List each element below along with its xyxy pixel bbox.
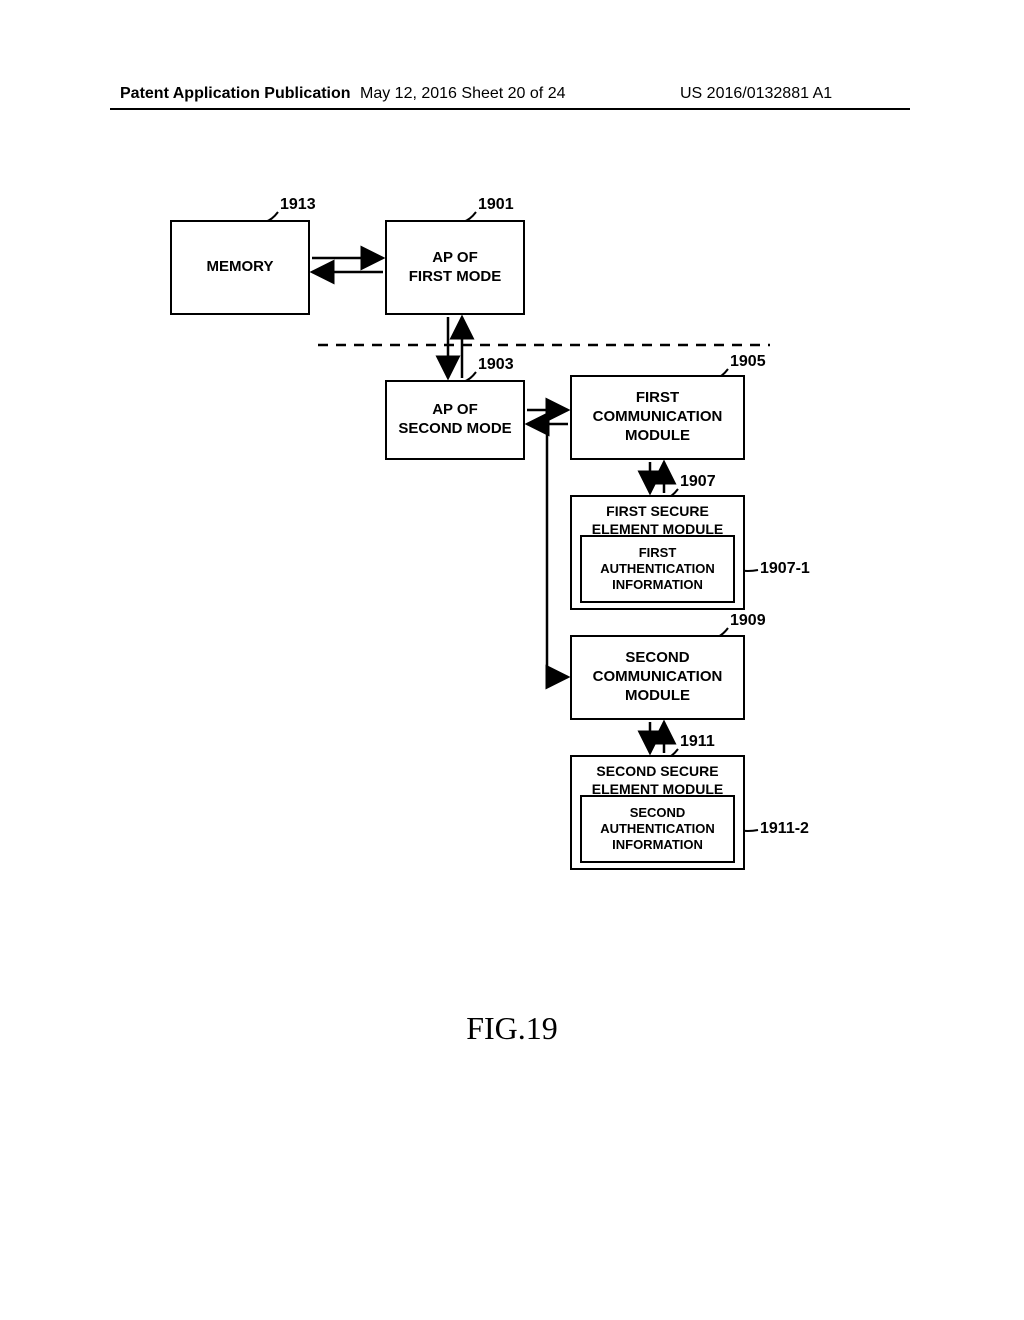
second-secure-ref: 1911	[680, 733, 715, 751]
first-comm-label: FIRST COMMUNICATION MODULE	[593, 389, 723, 445]
first-auth-info-box: FIRST AUTHENTICATION INFORMATION	[580, 535, 735, 603]
second-comm-ref: 1909	[730, 612, 766, 630]
second-secure-label: SECOND SECURE ELEMENT MODULE	[592, 763, 723, 798]
first-comm-ref: 1905	[730, 353, 766, 371]
ap-second-label: AP OF SECOND MODE	[398, 401, 511, 439]
first-auth-ref: 1907-1	[760, 560, 810, 578]
ap-second-ref: 1903	[478, 356, 514, 374]
second-auth-info-box: SECOND AUTHENTICATION INFORMATION	[580, 795, 735, 863]
header-center: May 12, 2016 Sheet 20 of 24	[360, 85, 565, 103]
header-right: US 2016/0132881 A1	[680, 85, 832, 103]
header-rule	[110, 108, 910, 110]
second-comm-label: SECOND COMMUNICATION MODULE	[593, 649, 723, 705]
second-auth-ref: 1911-2	[760, 820, 809, 838]
figure-caption: FIG.19	[0, 1010, 1024, 1047]
connectors	[0, 190, 1024, 1090]
first-comm-module-box: FIRST COMMUNICATION MODULE	[570, 375, 745, 460]
second-comm-module-box: SECOND COMMUNICATION MODULE	[570, 635, 745, 720]
memory-box: MEMORY	[170, 220, 310, 315]
ap-first-mode-box: AP OF FIRST MODE	[385, 220, 525, 315]
header-left: Patent Application Publication	[120, 85, 351, 103]
ap-second-mode-box: AP OF SECOND MODE	[385, 380, 525, 460]
ap-first-ref: 1901	[478, 196, 514, 214]
block-diagram: MEMORY 1913 AP OF FIRST MODE 1901 AP OF …	[0, 190, 1024, 1090]
first-secure-label: FIRST SECURE ELEMENT MODULE	[592, 503, 723, 538]
second-auth-label: SECOND AUTHENTICATION INFORMATION	[600, 805, 715, 854]
memory-ref: 1913	[280, 196, 316, 214]
first-auth-label: FIRST AUTHENTICATION INFORMATION	[600, 545, 715, 594]
ap-first-label: AP OF FIRST MODE	[409, 249, 502, 287]
first-secure-ref: 1907	[680, 473, 716, 491]
memory-label: MEMORY	[207, 258, 274, 277]
